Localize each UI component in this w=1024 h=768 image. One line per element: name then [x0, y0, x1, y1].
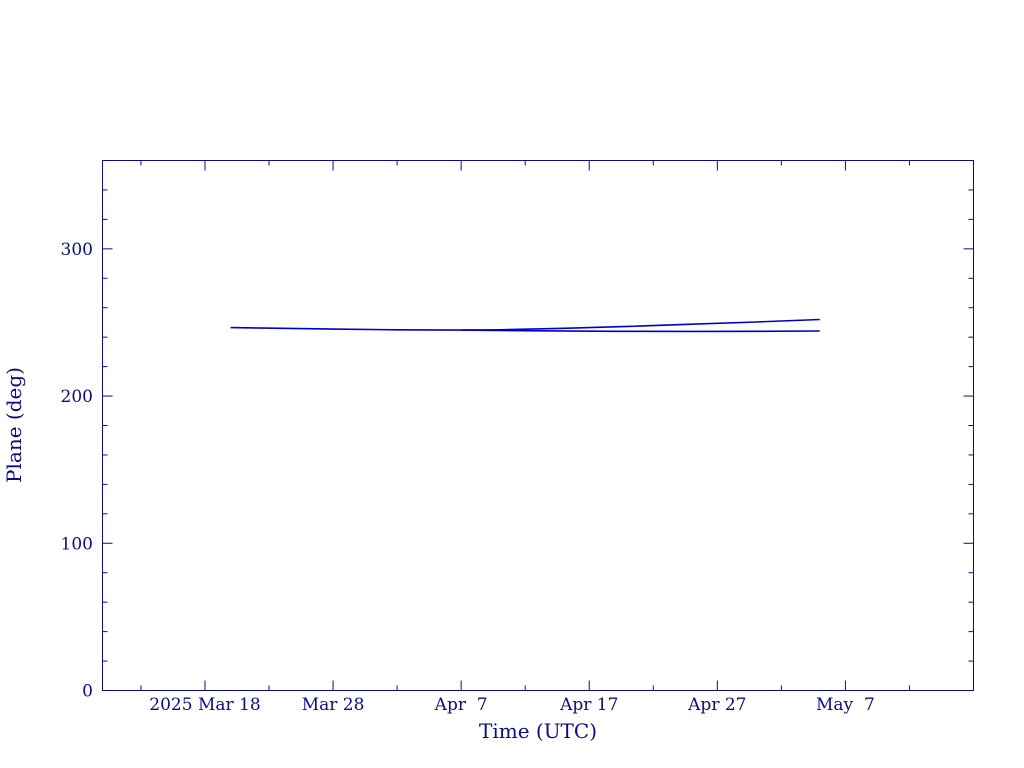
x-tick-label: Apr 17	[559, 695, 618, 715]
y-tick-label: 200	[61, 387, 93, 407]
x-tick-label: Mar 28	[302, 695, 365, 715]
x-tick-labels: 2025 Mar 18 Mar 28 Apr 7 Apr 17 Apr 27 May 7	[149, 695, 875, 715]
x-tick-label: May 7	[816, 695, 875, 715]
y-tick-label: 300	[61, 240, 93, 260]
x-tick-label: 2025 Mar 18	[149, 695, 260, 715]
y-tick-label: 100	[61, 534, 93, 554]
y-tick-labels: 0 100 200 300	[61, 240, 93, 702]
series-line-2	[461, 329, 820, 333]
series-line-1	[230, 318, 820, 331]
x-tick-label: Apr 7	[434, 695, 488, 715]
plot-frame	[102, 160, 974, 691]
series-layer	[230, 318, 820, 333]
x-axis-title: Time (UTC)	[479, 719, 597, 743]
x-tick-label: Apr 27	[687, 695, 746, 715]
y-axis-title: Plane (deg)	[2, 367, 26, 483]
y-tick-label: 0	[82, 682, 93, 702]
tick-marks	[102, 160, 974, 691]
